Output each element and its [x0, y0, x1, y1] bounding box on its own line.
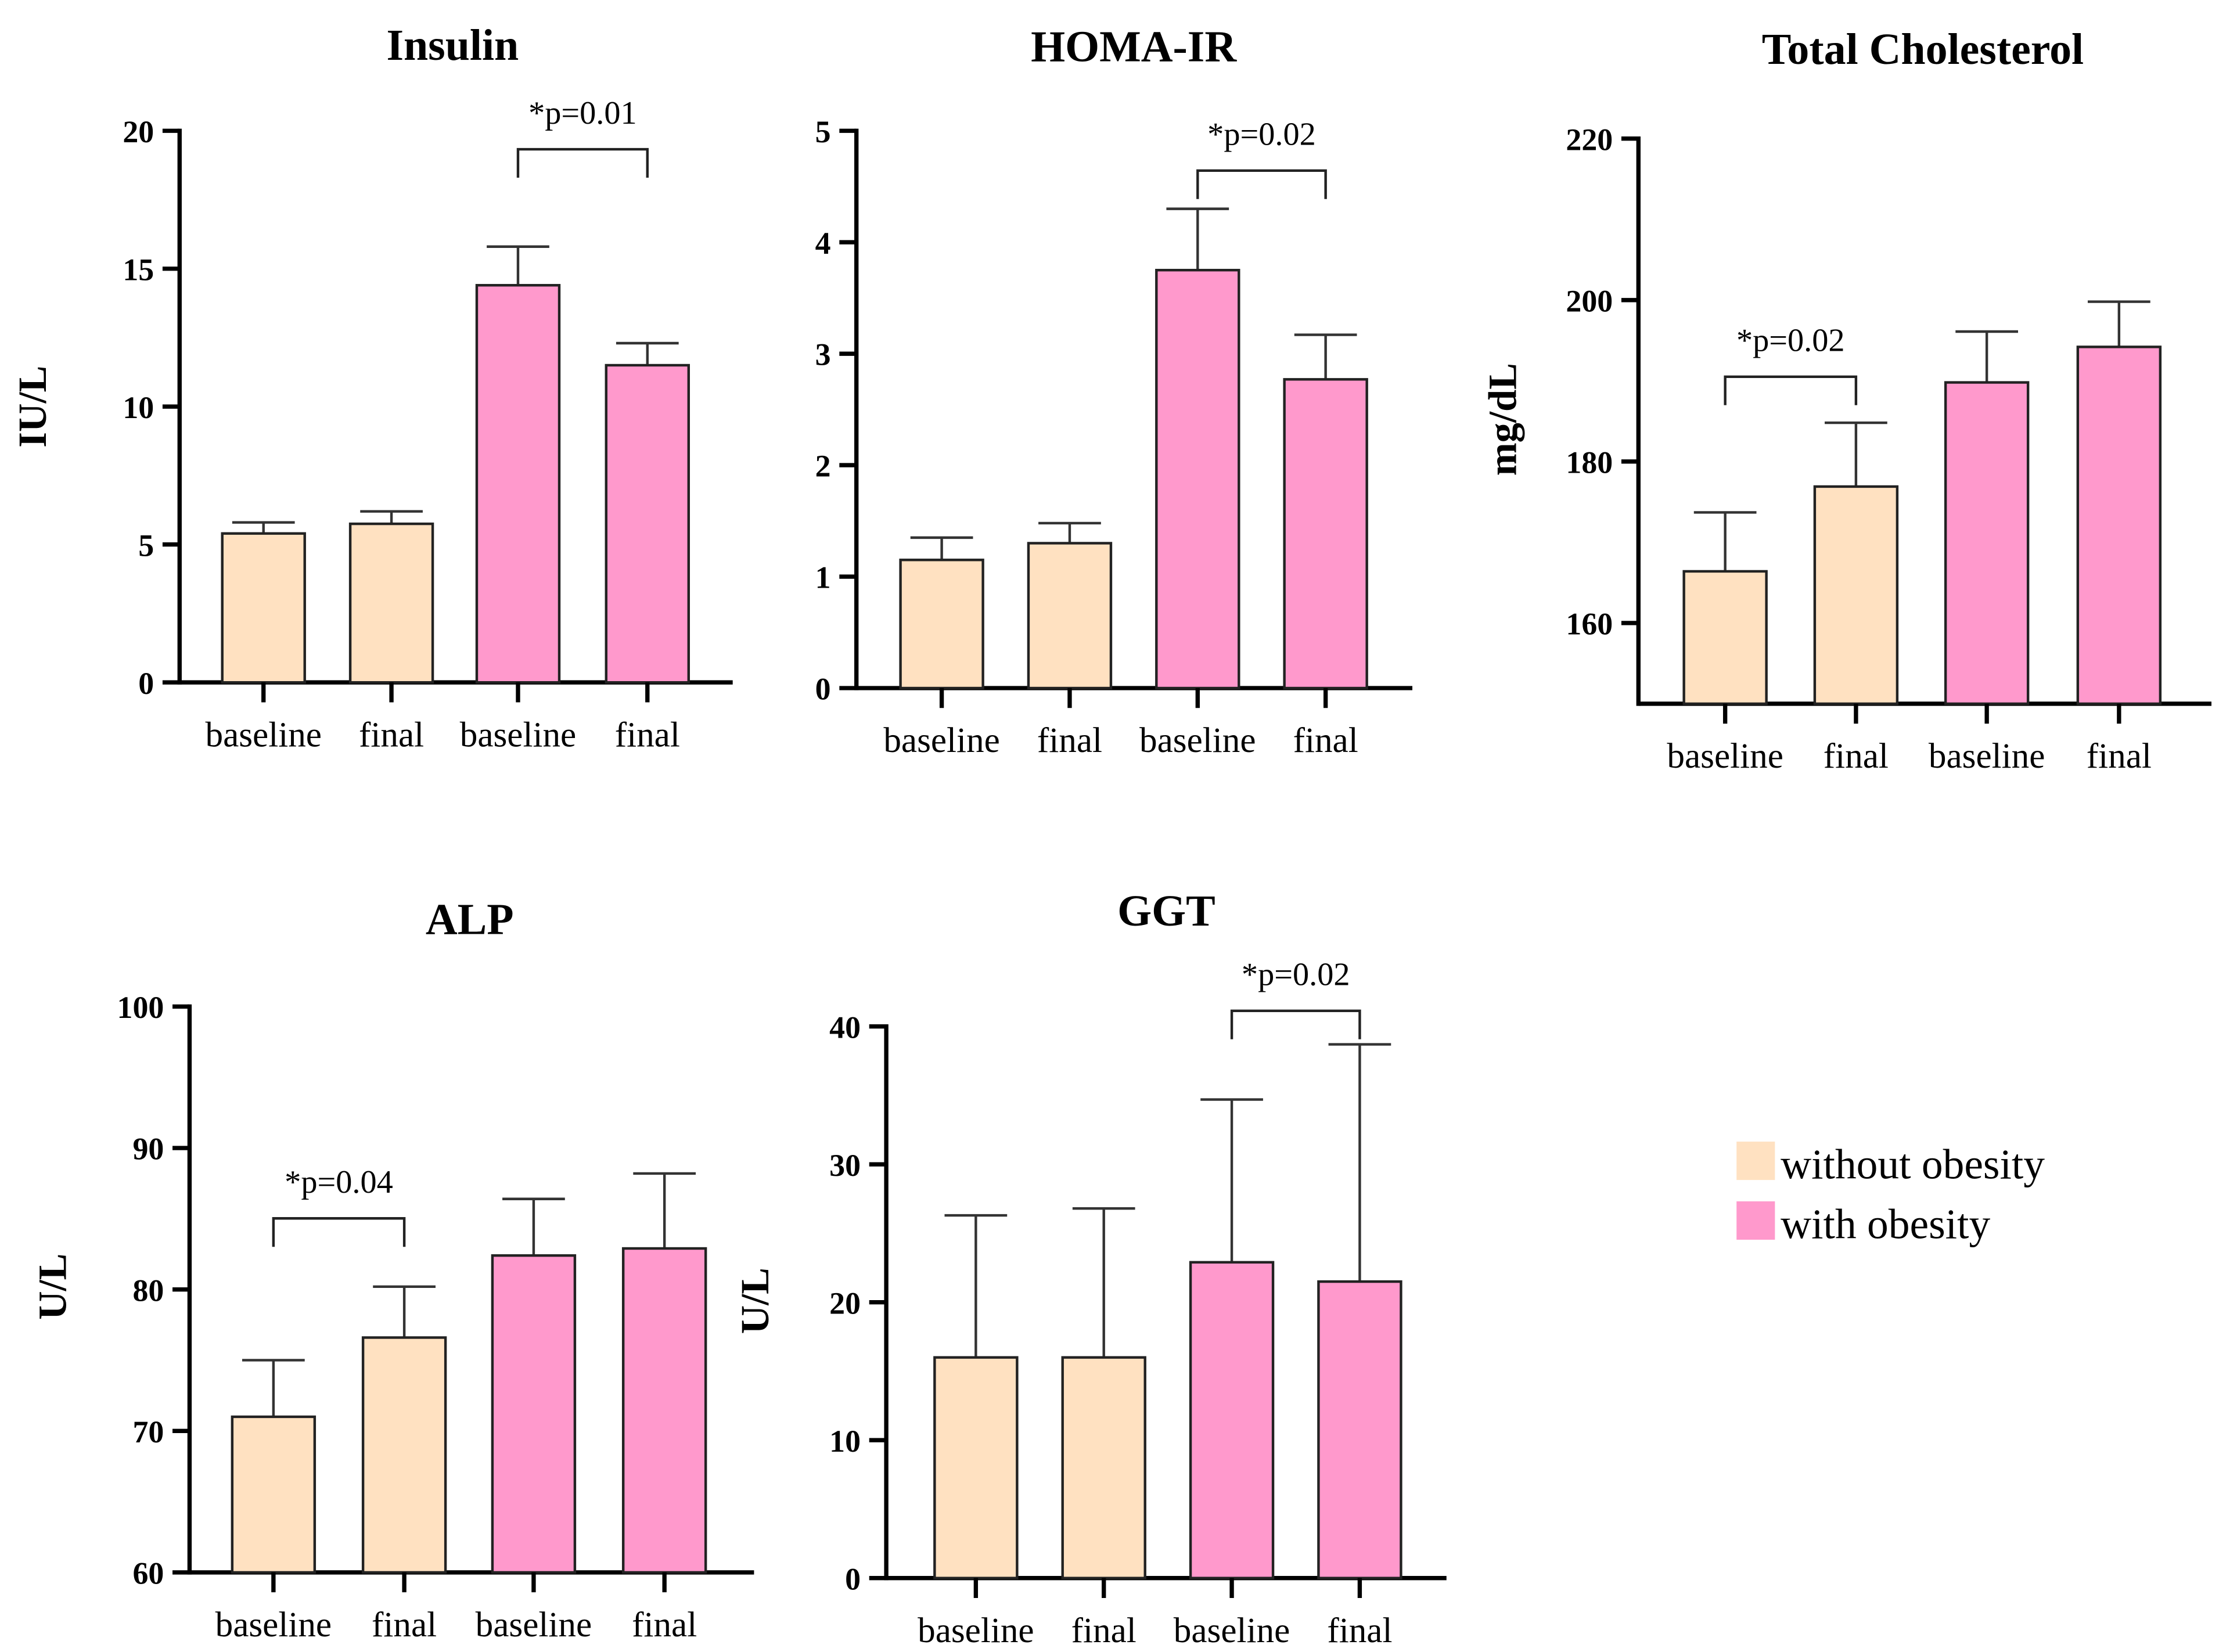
bar-baseline: [231, 1415, 317, 1574]
bar-final: [361, 1336, 447, 1574]
x-tick-label: final: [359, 715, 424, 754]
x-tick-label: final: [615, 715, 680, 754]
y-tick-label: 10: [829, 1424, 861, 1459]
significance-label: *p=0.04: [285, 1164, 393, 1200]
chart-panel-ggt: GGT U/L 0 10 20 30 40 baseline final baseline fina…: [733, 887, 1447, 1650]
x-tick-label: baseline: [883, 721, 999, 760]
chart-title: Insulin: [386, 21, 519, 70]
chart-title: GGT: [1117, 887, 1215, 935]
chart-panel-insulin: Insulin IU/L 0 5 10 15 20 baseline final baseline…: [10, 21, 733, 754]
chart-panel-alp: ALP U/L 60 70 80 90 100 baseline final baseline fi…: [30, 895, 754, 1644]
y-tick-label: 5: [815, 114, 831, 149]
bar-baseline: [1155, 268, 1240, 690]
y-tick-label: 2: [815, 449, 831, 484]
y-tick-label: 4: [815, 226, 831, 261]
significance-bracket: [1230, 1009, 1361, 1039]
y-tick-label: 10: [123, 390, 154, 425]
y-tick-label: 180: [1566, 445, 1613, 480]
y-tick-label: 3: [815, 337, 831, 372]
x-tick-label: final: [1824, 736, 1889, 776]
legend-swatch-without-obesity: [1736, 1142, 1775, 1180]
y-tick-label: 1: [815, 560, 831, 595]
bar-baseline: [475, 284, 561, 684]
y-tick-label: 160: [1566, 606, 1613, 641]
bar-final: [2076, 345, 2162, 706]
bar-baseline: [491, 1254, 577, 1574]
y-tick-label: 90: [132, 1132, 164, 1167]
legend-swatch-with-obesity: [1736, 1201, 1775, 1240]
y-tick-label: 220: [1566, 122, 1613, 157]
bar-final: [1283, 378, 1368, 690]
significance-bracket: [516, 147, 649, 178]
y-tick-label: 0: [845, 1561, 861, 1596]
bar-baseline: [899, 559, 984, 690]
significance-bracket: [1724, 375, 1858, 405]
y-tick-label: 15: [123, 252, 154, 287]
bar-baseline: [1682, 570, 1768, 706]
x-tick-label: baseline: [918, 1611, 1034, 1650]
y-axis-label: U/L: [733, 1268, 777, 1334]
bar-baseline: [1944, 381, 2030, 706]
x-tick-label: baseline: [215, 1605, 332, 1644]
x-tick-label: baseline: [1174, 1611, 1290, 1650]
y-tick-label: 70: [132, 1415, 164, 1449]
bar-baseline: [221, 532, 306, 684]
significance-bracket: [272, 1217, 406, 1247]
chart-title: Total Cholesterol: [1762, 25, 2084, 74]
bar-baseline: [933, 1356, 1019, 1579]
bar-baseline: [1189, 1261, 1275, 1579]
x-tick-label: baseline: [1139, 721, 1256, 760]
bar-final: [1061, 1356, 1146, 1579]
y-axis-label: mg/dL: [1481, 363, 1525, 476]
significance-label: *p=0.02: [1242, 957, 1350, 993]
x-tick-label: baseline: [1929, 736, 2045, 776]
chart-panel-homa-ir: HOMA-IR 0 1 2 3 4 5 baseline final baseline final *…: [815, 22, 1413, 760]
bar-final: [621, 1247, 707, 1574]
bar-final: [605, 363, 690, 684]
y-axis-label: IU/L: [10, 366, 55, 448]
x-tick-label: final: [1037, 721, 1102, 760]
bar-final: [1813, 485, 1899, 706]
legend-label-without-obesity: without obesity: [1781, 1141, 2045, 1188]
significance-label: *p=0.01: [528, 95, 637, 131]
y-tick-label: 20: [123, 114, 154, 149]
y-tick-label: 0: [138, 666, 154, 701]
x-tick-label: baseline: [205, 715, 321, 754]
chart-panel-total-cholesterol: Total Cholesterol mg/dL 160 180 200 220 baseli…: [1481, 25, 2211, 776]
legend: without obesity with obesity: [1736, 1141, 2045, 1248]
y-tick-label: 200: [1566, 283, 1613, 318]
x-tick-label: final: [372, 1605, 437, 1644]
y-tick-label: 40: [829, 1010, 861, 1045]
significance-label: *p=0.02: [1207, 117, 1316, 153]
bar-final: [1317, 1280, 1402, 1579]
y-tick-label: 5: [138, 528, 154, 563]
x-tick-label: baseline: [476, 1605, 592, 1644]
x-tick-label: final: [632, 1605, 697, 1644]
bar-final: [348, 522, 434, 684]
chart-title: ALP: [426, 895, 514, 944]
y-tick-label: 100: [117, 990, 164, 1025]
bar-final: [1027, 542, 1113, 690]
x-tick-label: baseline: [1667, 736, 1783, 776]
legend-label-with-obesity: with obesity: [1781, 1201, 1990, 1248]
y-tick-label: 20: [829, 1286, 861, 1320]
x-tick-label: baseline: [460, 715, 576, 754]
y-tick-label: 30: [829, 1148, 861, 1183]
significance-bracket: [1196, 169, 1327, 199]
x-tick-label: final: [1293, 721, 1358, 760]
x-tick-label: final: [1327, 1611, 1392, 1650]
significance-label: *p=0.02: [1736, 323, 1845, 359]
y-tick-label: 60: [132, 1556, 164, 1590]
y-tick-label: 0: [815, 672, 831, 707]
y-axis-label: U/L: [30, 1254, 74, 1320]
x-tick-label: final: [1071, 1611, 1137, 1650]
y-tick-label: 80: [132, 1273, 164, 1308]
chart-title: HOMA-IR: [1031, 22, 1237, 71]
x-tick-label: final: [2087, 736, 2152, 776]
